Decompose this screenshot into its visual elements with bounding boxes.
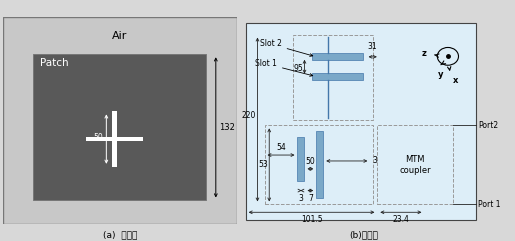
Text: Slot 1: Slot 1 [255, 59, 313, 76]
Text: Patch: Patch [40, 58, 68, 68]
Text: 50: 50 [93, 133, 103, 142]
Text: 3: 3 [373, 156, 377, 166]
Text: (b)회로도: (b)회로도 [349, 230, 377, 239]
Text: Slot 2: Slot 2 [260, 40, 313, 56]
Bar [312, 73, 363, 80]
Text: 132: 132 [219, 123, 235, 132]
Text: 50: 50 [305, 157, 315, 166]
Text: 3: 3 [299, 194, 303, 202]
Bar [312, 54, 363, 60]
Bar [33, 54, 207, 201]
Text: 53: 53 [259, 161, 268, 169]
Text: 101.5: 101.5 [301, 215, 322, 224]
Bar [265, 125, 373, 204]
Text: 23.4: 23.4 [392, 215, 409, 224]
Text: MTM
coupler: MTM coupler [399, 155, 431, 175]
Text: 7: 7 [308, 194, 313, 202]
Bar [293, 35, 373, 120]
Text: x: x [453, 76, 458, 85]
Bar [246, 23, 476, 220]
Bar [112, 111, 117, 167]
Bar [298, 137, 304, 181]
Bar [87, 137, 143, 141]
Bar [377, 125, 453, 204]
Text: 54: 54 [276, 143, 286, 152]
Bar [316, 131, 323, 199]
Text: 95: 95 [294, 64, 303, 73]
Text: (a)  정면도: (a) 정면도 [102, 230, 137, 239]
Text: 31: 31 [368, 42, 377, 51]
Text: z: z [422, 49, 427, 58]
Text: Port 1: Port 1 [478, 200, 501, 209]
Text: y: y [438, 70, 443, 79]
Text: Port2: Port2 [478, 121, 499, 130]
Text: Air: Air [112, 31, 127, 41]
Text: 220: 220 [242, 111, 256, 120]
